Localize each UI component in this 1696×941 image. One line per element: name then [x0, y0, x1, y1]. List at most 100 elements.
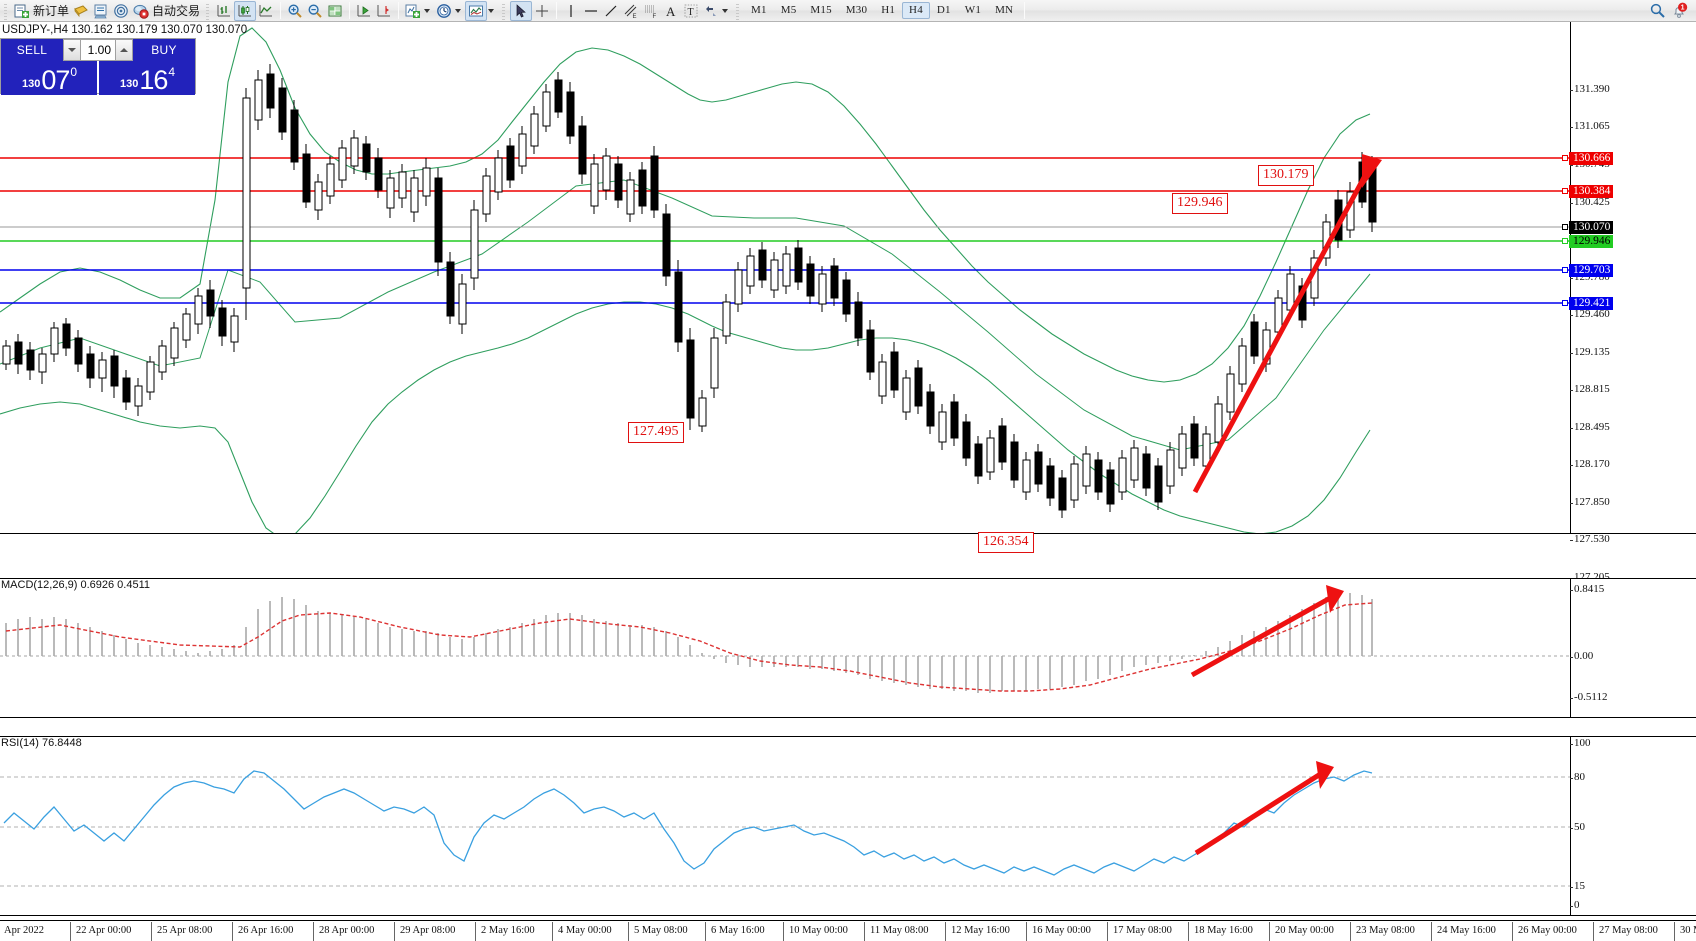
price-level-handle[interactable]: [1562, 155, 1568, 161]
toolbar-grip[interactable]: [2, 1, 10, 20]
indicator-dropdown-caret[interactable]: [424, 8, 431, 13]
templates-icon[interactable]: [465, 0, 488, 21]
bar-chart-icon[interactable]: [214, 1, 234, 21]
line-chart-icon[interactable]: [256, 1, 276, 21]
price-annotation-label[interactable]: 129.946: [1172, 193, 1228, 214]
period-clock-icon[interactable]: [434, 1, 454, 21]
notifications-icon[interactable]: 1: [1668, 1, 1690, 21]
price-axis-tick: 128.170: [1570, 458, 1610, 470]
time-axis-separator: [945, 922, 946, 941]
volume-increase-button[interactable]: [115, 39, 133, 61]
price-axis-tick: 131.065: [1570, 120, 1610, 132]
price-axis[interactable]: 131.390131.065130.745130.425130.100129.7…: [1562, 22, 1696, 695]
notification-badge-count: 1: [1681, 4, 1685, 11]
price-level-handle[interactable]: [1562, 238, 1568, 244]
auto-trading-label[interactable]: 自动交易: [152, 4, 201, 18]
new-order-button[interactable]: [12, 1, 32, 21]
volume-decrease-button[interactable]: [63, 39, 81, 61]
text-box-icon[interactable]: T: [681, 1, 701, 21]
toolbar-grip-2[interactable]: [204, 1, 213, 20]
time-axis[interactable]: Apr 2022 22 Apr 00:00 25 Apr 08:00 26 Apr 1…: [0, 920, 1696, 941]
timeframe-d1[interactable]: D1: [936, 4, 951, 16]
timeframe-m5[interactable]: M5: [780, 4, 797, 16]
time-axis-label: 5 May 08:00: [634, 925, 688, 936]
sell-price-display[interactable]: 130 07 0: [1, 61, 97, 95]
timeframe-m30[interactable]: M30: [845, 4, 868, 16]
price-axis-tick: 130.425: [1570, 196, 1610, 208]
search-icon[interactable]: [1647, 1, 1668, 21]
price-annotation-label[interactable]: 126.354: [978, 532, 1034, 553]
timeframe-h1[interactable]: H1: [881, 4, 896, 16]
time-axis-label: 12 May 16:00: [951, 925, 1010, 936]
add-indicator-icon[interactable]: [403, 1, 423, 21]
time-axis-separator: [1107, 922, 1108, 941]
price-axis-tick: 129.460: [1570, 308, 1610, 320]
price-level-handle[interactable]: [1562, 224, 1568, 230]
time-axis-separator: [1593, 922, 1594, 941]
price-level-badge[interactable]: 129.703: [1562, 264, 1614, 277]
one-click-trading-panel[interactable]: SELL 1.00 BUY 130 07 0 130 16 4: [0, 38, 196, 95]
timeframe-w1[interactable]: W1: [964, 4, 982, 16]
timeframe-mn[interactable]: MN: [995, 4, 1014, 16]
buy-price-display[interactable]: 130 16 4: [99, 61, 195, 95]
toolbar-grip-4[interactable]: [734, 1, 743, 20]
vertical-line-icon[interactable]: [561, 1, 581, 21]
trendline-icon[interactable]: [601, 1, 621, 21]
auto-trading-icon[interactable]: [131, 1, 151, 21]
data-window-icon[interactable]: [91, 1, 111, 21]
price-level-handle[interactable]: [1562, 300, 1568, 306]
price-plot[interactable]: [0, 22, 1570, 533]
fibonacci-icon[interactable]: F: [641, 1, 661, 21]
macd-plot[interactable]: [0, 579, 1570, 717]
buy-button[interactable]: BUY: [133, 39, 195, 61]
zoom-out-icon[interactable]: [305, 1, 325, 21]
rsi-axis-tick: 15: [1570, 880, 1585, 892]
equidistant-channel-icon[interactable]: E: [621, 1, 641, 21]
timeframe-h4[interactable]: H4: [902, 2, 930, 19]
period-dropdown-caret[interactable]: [455, 8, 462, 13]
rsi-axis[interactable]: 100 80 50 15 0: [1570, 737, 1696, 915]
rsi-pane[interactable]: 100 80 50 15 0: [0, 736, 1696, 916]
crosshair-icon[interactable]: [532, 1, 552, 21]
price-level-badge[interactable]: 130.666: [1562, 152, 1614, 165]
templates-dropdown-caret[interactable]: [488, 8, 495, 13]
price-pane[interactable]: 131.390131.065130.745130.425130.100129.7…: [0, 22, 1696, 695]
price-annotation-label[interactable]: 130.179: [1258, 165, 1314, 186]
timeframe-m15[interactable]: M15: [810, 4, 832, 16]
signals-icon[interactable]: [111, 1, 131, 21]
zoom-in-icon[interactable]: [285, 1, 305, 21]
horizontal-line-icon[interactable]: [581, 1, 601, 21]
shapes-dropdown-caret[interactable]: [722, 8, 729, 13]
auto-scroll-icon[interactable]: [354, 1, 374, 21]
price-level-badge[interactable]: 130.384: [1562, 185, 1614, 198]
volume-input[interactable]: 1.00: [81, 39, 115, 61]
rsi-plot[interactable]: [0, 737, 1570, 915]
macd-pane[interactable]: 0.8415 0.00 -0.5112: [0, 578, 1696, 718]
history-data-icon[interactable]: [71, 1, 91, 21]
candlestick-chart-icon[interactable]: [234, 0, 257, 21]
text-label-icon[interactable]: A: [661, 1, 681, 21]
toolbar-grip-3[interactable]: [500, 1, 509, 20]
arrows-shapes-icon[interactable]: [701, 1, 721, 21]
price-level-badge[interactable]: 130.070: [1562, 221, 1614, 234]
macd-title: MACD(12,26,9) 0.6926 0.4511: [1, 579, 150, 591]
price-axis-tick: 131.390: [1570, 83, 1610, 95]
chart-shift-icon[interactable]: [374, 1, 394, 21]
macd-axis[interactable]: 0.8415 0.00 -0.5112: [1569, 579, 1696, 717]
time-axis-label: 20 May 00:00: [1275, 925, 1334, 936]
svg-text:F: F: [653, 14, 657, 19]
price-level-handle[interactable]: [1562, 267, 1568, 273]
sell-button[interactable]: SELL: [1, 39, 63, 61]
price-level-badge[interactable]: 129.946: [1562, 235, 1614, 248]
price-annotation-label[interactable]: 127.495: [628, 422, 684, 443]
price-level-badge[interactable]: 129.421: [1562, 297, 1614, 310]
timeframe-m1[interactable]: M1: [751, 4, 767, 16]
chart-area[interactable]: 131.390131.065130.745130.425130.100129.7…: [0, 22, 1696, 941]
grid-table-icon[interactable]: [325, 1, 345, 21]
price-level-handle[interactable]: [1562, 188, 1568, 194]
new-order-label[interactable]: 新订单: [33, 4, 70, 18]
buy-price-fraction: 4: [168, 65, 176, 79]
time-axis-separator: [552, 922, 553, 941]
cursor-icon[interactable]: [510, 0, 533, 21]
svg-text:T: T: [688, 7, 694, 18]
